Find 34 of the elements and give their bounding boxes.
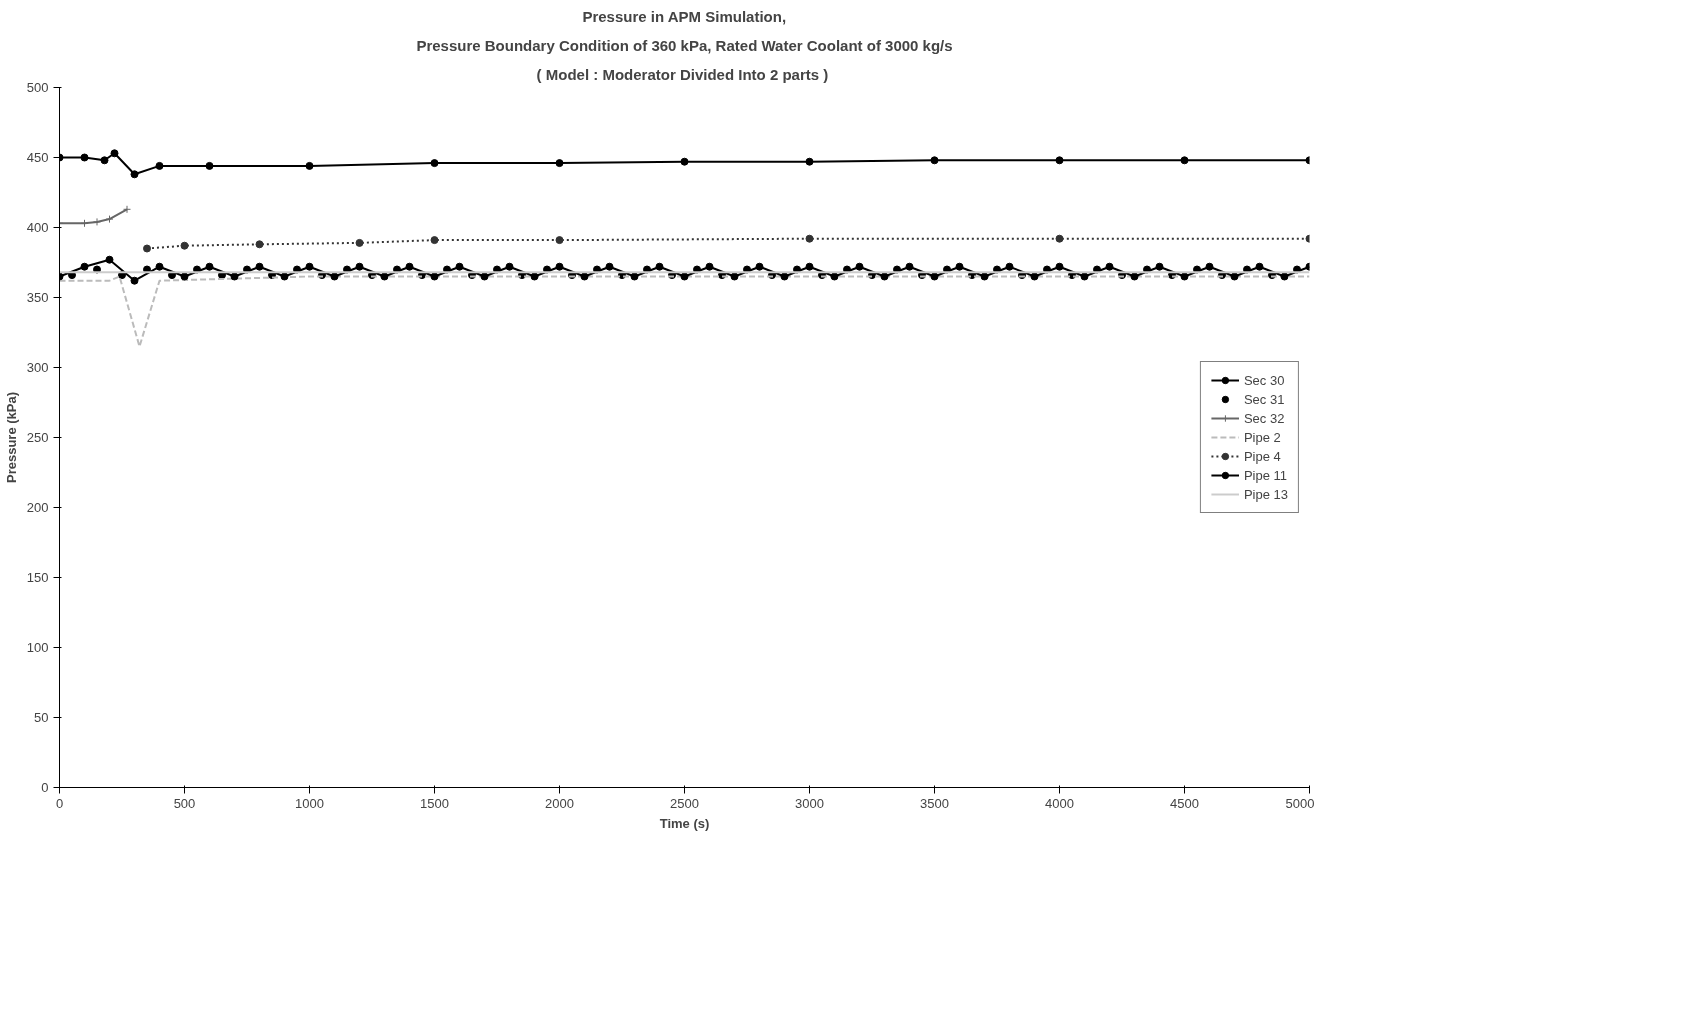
y-tick-label: 0 (41, 780, 49, 795)
x-tick-label: 1500 (420, 795, 449, 811)
y-tick-label: 500 (26, 80, 49, 95)
x-tick-label: 3500 (920, 795, 949, 811)
text: ( Model : Moderator Divided Into 2 parts ) (536, 65, 829, 83)
x-tick-label: 3000 (795, 795, 824, 811)
legend-label: Pipe 11 (1243, 467, 1288, 483)
chart-subtitle: Pressure Boundary Condition of 360 kPa, Rated Water Coolant of 3000 kg/s (416, 36, 953, 54)
x-tick-label: 5000 (1285, 795, 1315, 811)
legend-label: Sec 32 (1243, 410, 1285, 426)
legend-label: Pipe 2 (1243, 429, 1281, 445)
y-tick-label: 250 (26, 430, 49, 445)
legend-label: Sec 30 (1243, 372, 1285, 388)
y-tick-label: 300 (26, 360, 49, 375)
y-tick-label: 450 (26, 150, 49, 165)
y-tick-label: 200 (26, 500, 49, 515)
y-axis-title: Pressure (kPa) (3, 391, 19, 484)
y-tick-label: 100 (26, 640, 49, 655)
chart-title: Pressure in APM Simulation, (582, 7, 787, 25)
x-tick-label: 500 (173, 795, 196, 811)
legend-label: Pipe 4 (1243, 448, 1281, 464)
y-tick-label: 400 (26, 220, 49, 235)
x-tick-label: 4000 (1045, 795, 1074, 811)
legend-label: Sec 31 (1243, 391, 1285, 407)
y-tick-label: 50 (34, 710, 49, 725)
x-axis-title: Time (s) (659, 815, 710, 831)
y-tick-label: 150 (26, 570, 49, 585)
legend-label: Pipe 13 (1243, 486, 1288, 502)
x-tick-label: 0 (55, 795, 64, 811)
x-tick-label: 2500 (670, 795, 699, 811)
x-tick-label: 1000 (295, 795, 324, 811)
y-tick-label: 350 (26, 290, 49, 305)
x-tick-label: 4500 (1170, 795, 1199, 811)
x-tick-label: 2000 (545, 795, 574, 811)
